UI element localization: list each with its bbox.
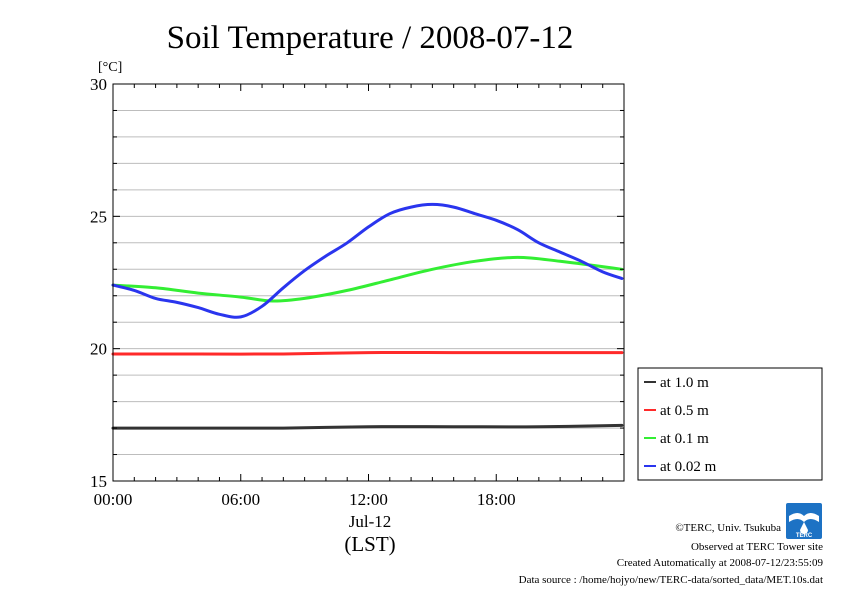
x-axis-ticks: 00:00 06:00 12:00 18:00	[94, 84, 625, 509]
wave-icon	[789, 513, 819, 522]
y-tick-label: 30	[90, 75, 107, 94]
x-tick-label: 00:00	[94, 490, 133, 509]
legend-box	[637, 367, 823, 481]
grid-lines	[113, 109, 624, 456]
series-line	[111, 423, 624, 430]
x-tick-label: 12:00	[349, 490, 388, 509]
legend-label: at 1.0 m	[660, 375, 709, 391]
legend-label: at 0.1 m	[660, 431, 709, 447]
legend-label: at 0.02 m	[660, 459, 717, 475]
credit-created: Created Automatically at 2008-07-12/23:5…	[617, 557, 824, 569]
y-tick-label: 25	[90, 207, 107, 226]
data-series	[111, 202, 624, 430]
chart-title: Soil Temperature / 2008-07-12	[167, 20, 574, 56]
x-axis-date-label: Jul-12	[349, 512, 392, 531]
credit-data-source: Data source : /home/hojyo/new/TERC-data/…	[519, 574, 823, 586]
y-axis-unit-label: [°C]	[98, 60, 122, 75]
terc-logo-text: TERC	[796, 533, 813, 539]
credit-observed: Observed at TERC Tower site	[691, 541, 823, 553]
drop-icon	[800, 522, 808, 534]
terc-logo: TERC	[786, 503, 822, 539]
x-tick-label: 06:00	[221, 490, 260, 509]
x-axis-title: (LST)	[344, 532, 395, 556]
plot-frame	[112, 83, 625, 482]
y-tick-label: 15	[90, 472, 107, 491]
credit-copyright: ©TERC, Univ. Tsukuba	[675, 522, 781, 534]
series-line	[111, 351, 624, 356]
y-tick-label: 20	[90, 340, 107, 359]
series-line	[111, 255, 624, 303]
legend: at 1.0 m at 0.5 m at 0.1 m at 0.02 m	[637, 367, 823, 481]
y-axis-ticks: 15 20 25 30	[90, 75, 624, 491]
series-line	[111, 202, 624, 319]
x-tick-label: 18:00	[477, 490, 516, 509]
legend-label: at 0.5 m	[660, 403, 709, 419]
